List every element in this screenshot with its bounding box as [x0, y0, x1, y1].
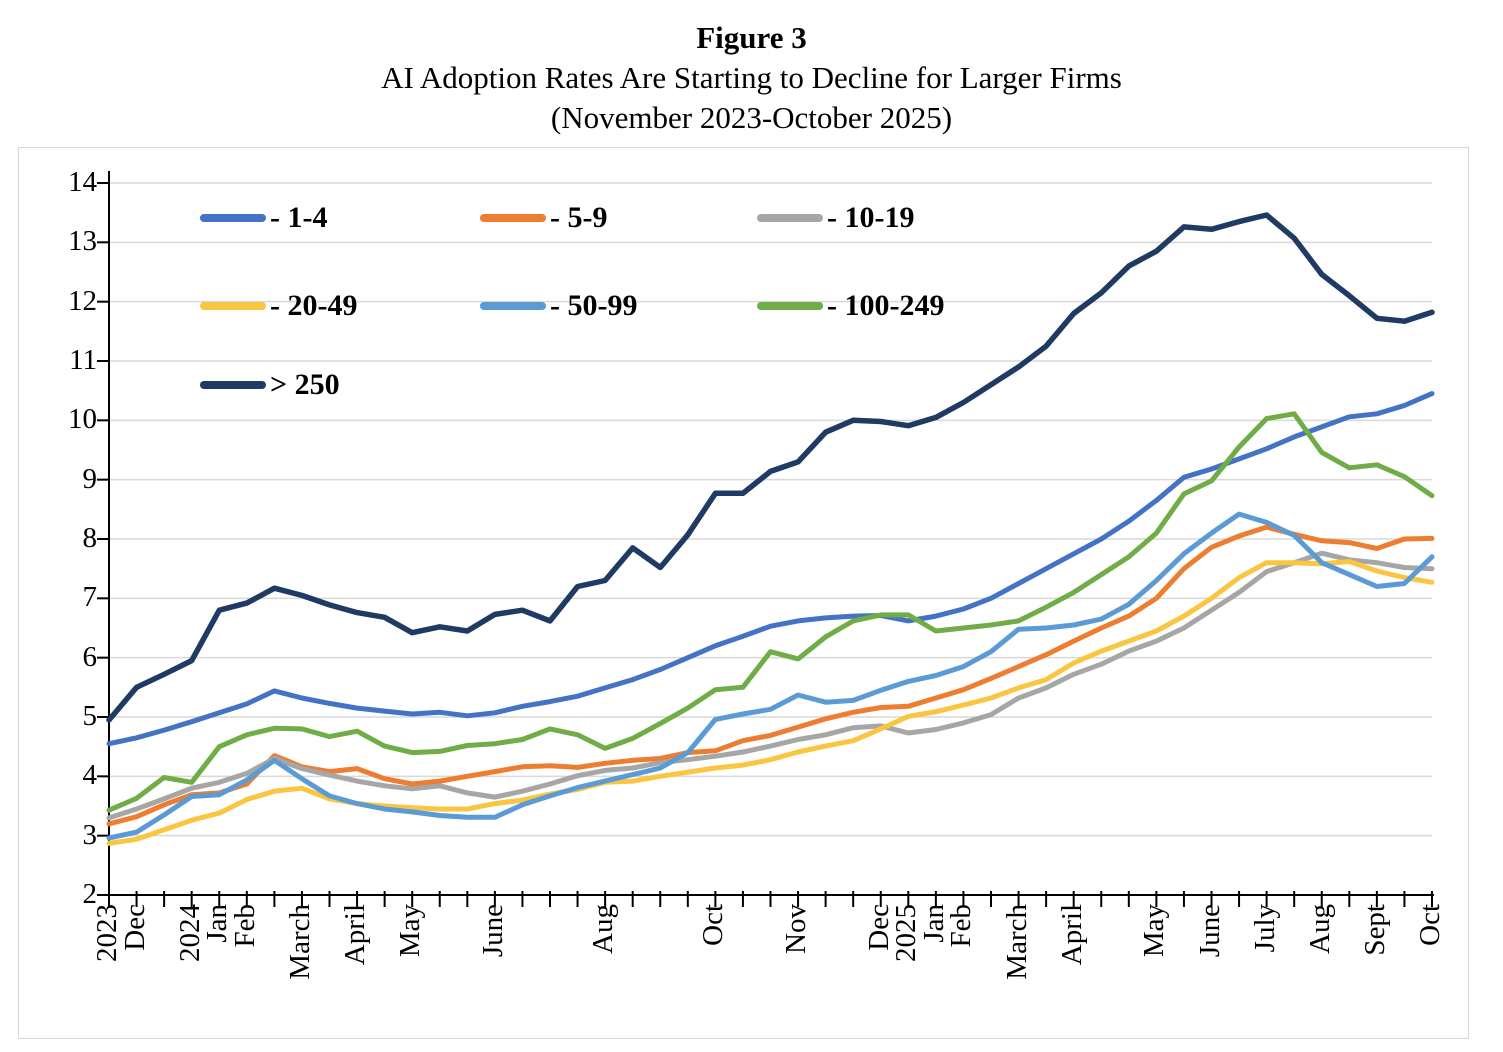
y-axis-label: 6 — [82, 640, 98, 673]
x-axis-label: April — [339, 904, 372, 966]
legend-label: - 100-249 — [827, 289, 945, 322]
legend-item-20-49: - 20-49 — [200, 291, 357, 321]
legend-swatch — [200, 381, 266, 389]
x-axis-label: Feb — [945, 904, 978, 948]
x-axis-label: Dec — [118, 904, 151, 951]
legend-swatch — [480, 302, 546, 310]
x-axis-label: Nov — [780, 904, 813, 954]
series-line-1-4 — [106, 391, 1435, 747]
legend-item-250: > 250 — [200, 370, 340, 400]
x-axis-label: Oct — [697, 904, 730, 946]
x-axis-label: Oct — [1414, 904, 1446, 946]
legend-swatch — [757, 214, 823, 222]
x-axis-label: Feb — [228, 904, 261, 948]
x-axis-label: May — [1138, 904, 1171, 958]
series-line-> 250 — [106, 212, 1435, 723]
legend-item-10-19: - 10-19 — [757, 203, 914, 233]
x-axis-label: Aug — [587, 904, 620, 954]
y-axis-label: 7 — [82, 581, 98, 614]
x-axis-label: March — [1000, 904, 1033, 980]
figure-number: Figure 3 — [696, 20, 807, 55]
legend-label: > 250 — [270, 368, 340, 401]
chart-title: AI Adoption Rates Are Starting to Declin… — [381, 60, 1122, 95]
legend-label: - 5-9 — [550, 201, 608, 234]
y-axis-label: 14 — [68, 166, 97, 198]
y-axis-label: 4 — [82, 759, 98, 792]
y-axis-label: 5 — [82, 700, 98, 732]
legend-label: - 1-4 — [270, 201, 328, 234]
legend-swatch — [757, 302, 823, 310]
legend-swatch — [480, 214, 546, 222]
series-line-5-9 — [106, 524, 1435, 827]
legend-label: - 20-49 — [270, 289, 358, 322]
x-axis-label: March — [283, 904, 316, 980]
legend-label: - 50-99 — [550, 289, 638, 322]
series-line-10-19 — [106, 550, 1435, 821]
series-line-20-49 — [106, 559, 1435, 846]
y-axis-label: 11 — [69, 344, 97, 376]
x-axis-label: Jan — [201, 904, 234, 943]
x-axis-label: April — [1055, 904, 1088, 966]
legend-item-50-99: - 50-99 — [480, 291, 637, 321]
y-axis-label: 13 — [68, 225, 97, 258]
legend-swatch — [200, 302, 266, 310]
legend-swatch — [200, 214, 266, 222]
x-axis-label: June — [1193, 904, 1226, 958]
x-axis-label: May — [394, 904, 427, 958]
x-axis-label: Sept — [1358, 904, 1391, 956]
legend-label: - 10-19 — [827, 201, 915, 234]
y-axis-label: 3 — [82, 818, 98, 851]
y-axis-label: 8 — [82, 522, 98, 554]
series-line-50-99 — [106, 511, 1435, 841]
y-axis-label: 12 — [68, 284, 97, 317]
x-axis-label: Aug — [1303, 904, 1336, 954]
y-axis-label: 10 — [68, 403, 97, 436]
legend-item-1-4: - 1-4 — [200, 203, 327, 233]
series-line-100-249 — [106, 411, 1435, 813]
legend-item-100-249: - 100-249 — [757, 291, 944, 321]
legend-item-5-9: - 5-9 — [480, 203, 607, 233]
x-axis-label: 2023 — [91, 904, 123, 962]
x-axis-label: June — [476, 904, 509, 958]
x-axis-label: July — [1248, 904, 1281, 953]
chart-subtitle: (November 2023-October 2025) — [550, 100, 953, 135]
x-axis-label: 2025 — [890, 904, 923, 962]
y-axis-label: 9 — [82, 462, 98, 495]
y-axis-label: 2 — [82, 878, 98, 910]
